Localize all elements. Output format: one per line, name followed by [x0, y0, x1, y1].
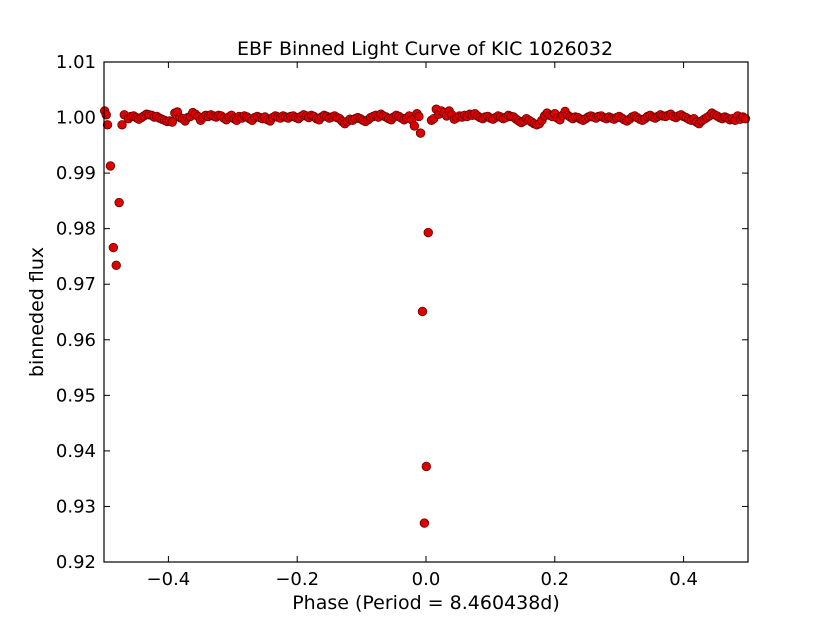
data-point: [102, 120, 113, 130]
data-point: [105, 161, 116, 171]
y-tick-label: 0.93: [56, 496, 96, 517]
data-points: [99, 104, 751, 528]
data-point: [108, 242, 119, 253]
chart-title: EBF Binned Light Curve of KIC 1026032: [237, 38, 613, 60]
y-tick-label: 1.01: [56, 52, 96, 73]
data-point: [414, 111, 424, 122]
x-tick-label: 0.0: [412, 569, 441, 590]
data-point: [421, 461, 432, 472]
data-point: [423, 227, 433, 238]
y-tick-label: 0.98: [56, 219, 96, 240]
data-point: [101, 110, 111, 120]
x-tick-label: −0.2: [275, 569, 319, 590]
x-tick-label: 0.2: [540, 569, 569, 590]
y-tick-label: 0.94: [56, 441, 96, 462]
data-point: [111, 260, 121, 271]
data-point: [419, 518, 430, 528]
x-tick-label: 0.4: [669, 569, 698, 590]
y-axis-label: binneded flux: [26, 247, 48, 377]
y-tick-label: 1.00: [56, 108, 96, 129]
y-tick-label: 0.96: [56, 330, 96, 351]
x-axis-label: Phase (Period = 8.460438d): [292, 592, 560, 614]
x-tick-label: −0.4: [147, 569, 191, 590]
data-point: [415, 128, 426, 138]
y-tick-label: 0.95: [56, 385, 96, 406]
data-point: [417, 306, 428, 317]
x-axis-ticks: −0.4 −0.2 0.0 0.2 0.4: [147, 62, 698, 590]
data-point: [117, 120, 127, 130]
data-point: [114, 197, 124, 208]
y-tick-label: 0.97: [56, 274, 96, 295]
y-tick-label: 0.92: [56, 552, 96, 573]
y-axis-ticks: 0.92 0.93 0.94 0.95 0.96 0.97 0.98 0.99 1.00 1.01: [56, 52, 748, 573]
plot-frame: [103, 61, 749, 563]
data-point: [167, 117, 177, 127]
y-tick-label: 0.99: [56, 163, 96, 184]
data-point: [409, 121, 420, 131]
